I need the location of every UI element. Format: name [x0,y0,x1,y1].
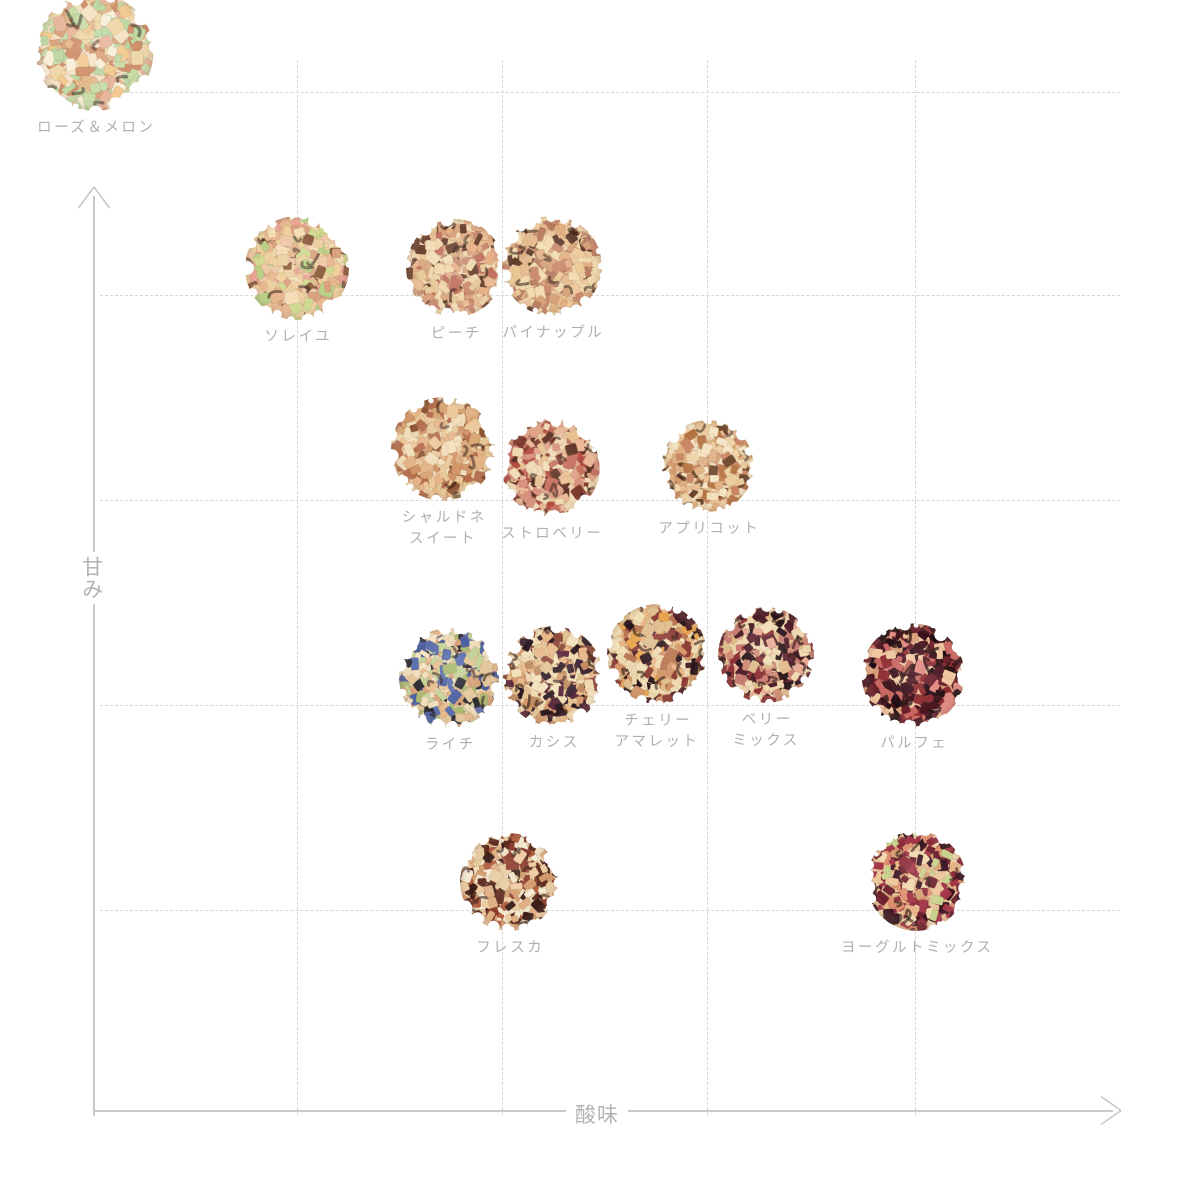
blend-image [391,396,495,501]
gridline-horizontal [100,92,1120,93]
blend-point[interactable]: カシス [503,625,603,754]
blend-point[interactable]: パルフェ [861,623,965,754]
blend-image [406,218,504,317]
blend-point[interactable]: ヨーグルトミックス [838,830,994,959]
blend-image [718,606,814,703]
blend-label: ローズ＆メロン [37,119,156,136]
blend-label: ソレイユ [264,328,333,345]
blend-image [503,625,603,726]
blend-point[interactable]: ライチ [399,627,499,756]
blend-label: ストロベリー [501,525,604,542]
blend-point[interactable]: アプリコット [656,419,761,540]
blend-point[interactable]: ソレイユ [245,215,349,348]
blend-point[interactable]: チェリー アマレット [607,603,707,753]
blend-label: パルフェ [880,735,949,752]
blend-point[interactable]: ピーチ [406,218,504,345]
blend-point[interactable]: シャルドネ スイート [391,396,495,550]
blend-image [607,603,707,704]
blend-image [36,0,154,111]
blend-image [861,623,965,727]
y-axis-arrow-icon [76,186,112,216]
blend-label: アプリコット [658,520,761,537]
blend-image [399,627,499,728]
blend-image [460,832,558,931]
blend-point[interactable]: フレスカ [460,832,558,959]
gridline-horizontal [100,500,1120,501]
blend-label: ベリー ミックス [732,711,800,749]
blend-image [662,419,754,512]
x-axis-label: 酸味 [566,1099,628,1129]
gridline-horizontal [100,295,1120,296]
blend-label: ピーチ [430,325,482,342]
blend-label: フレスカ [476,939,545,956]
blend-point[interactable]: ローズ＆メロン [35,0,156,139]
blend-point[interactable]: ストロベリー [499,418,604,545]
gridline-vertical [707,60,708,1115]
blend-label: ヨーグルトミックス [840,939,994,956]
y-axis-label: 甘み [79,552,103,604]
blend-image [502,418,600,517]
blend-image [245,215,349,320]
blend-point[interactable]: ベリー ミックス [718,606,814,752]
gridline-vertical [297,60,298,1115]
y-axis-line [93,196,95,1116]
gridline-horizontal [100,910,1120,911]
blend-point[interactable]: パイナップル [500,215,605,344]
blend-label: ライチ [424,736,476,753]
gridline-vertical [502,60,503,1115]
gridline-vertical [915,60,916,1115]
blend-image [865,830,966,931]
blend-label: チェリー アマレット [614,712,700,750]
gridline-horizontal [100,705,1120,706]
blend-label: カシス [528,734,580,751]
x-axis-arrow-icon [1090,1096,1124,1126]
blend-label: パイナップル [502,324,605,341]
blend-image [502,215,602,316]
blend-label: シャルドネ スイート [401,509,487,547]
